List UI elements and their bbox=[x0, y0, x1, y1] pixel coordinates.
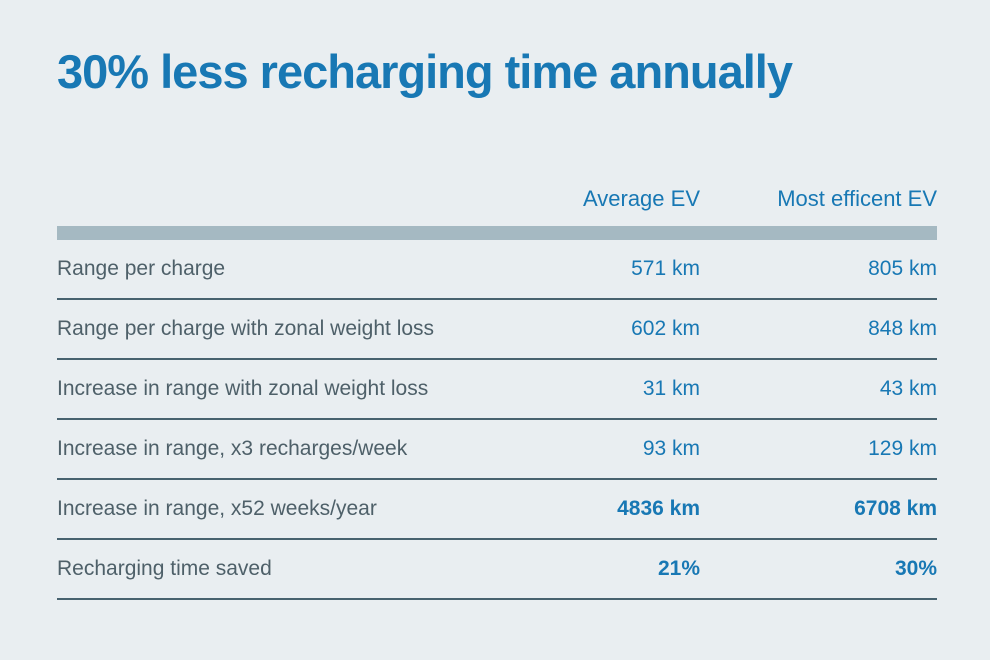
table-row: Range per charge with zonal weight loss … bbox=[57, 300, 937, 361]
table-row: Increase in range, x52 weeks/year 4836 k… bbox=[57, 480, 937, 541]
most-efficent-ev-value: 129 km bbox=[868, 437, 937, 461]
average-ev-value: 21% bbox=[657, 557, 700, 581]
column-header-most-efficent-ev: Most efficent EV bbox=[777, 186, 937, 212]
row-label: Increase in range with zonal weight loss bbox=[57, 377, 429, 401]
average-ev-value: 602 km bbox=[631, 317, 700, 341]
row-label: Increase in range, x52 weeks/year bbox=[57, 497, 377, 521]
average-ev-value: 4836 km bbox=[617, 497, 700, 521]
most-efficent-ev-value: 43 km bbox=[879, 377, 937, 401]
ev-comparison-table: Average EV Most efficent EV Range per ch… bbox=[57, 185, 937, 601]
column-header-average-ev: Average EV bbox=[582, 186, 700, 212]
row-label: Increase in range, x3 recharges/week bbox=[57, 437, 408, 461]
average-ev-value: 31 km bbox=[642, 377, 700, 401]
table-row: Range per charge 571 km 805 km bbox=[57, 240, 937, 301]
most-efficent-ev-value: 30% bbox=[894, 557, 937, 581]
table-row: Recharging time saved 21% 30% bbox=[57, 540, 937, 601]
row-label: Range per charge bbox=[57, 257, 226, 281]
row-label: Recharging time saved bbox=[57, 557, 272, 581]
most-efficent-ev-value: 6708 km bbox=[854, 497, 937, 521]
table-header-row: Average EV Most efficent EV bbox=[57, 185, 937, 213]
table-row: Increase in range with zonal weight loss… bbox=[57, 360, 937, 421]
row-label: Range per charge with zonal weight loss bbox=[57, 317, 435, 341]
average-ev-value: 571 km bbox=[631, 257, 700, 281]
most-efficent-ev-value: 805 km bbox=[868, 257, 937, 281]
average-ev-value: 93 km bbox=[642, 437, 700, 461]
most-efficent-ev-value: 848 km bbox=[868, 317, 937, 341]
page-title: 30% less recharging time annually bbox=[57, 45, 793, 98]
table-row: Increase in range, x3 recharges/week 93 … bbox=[57, 420, 937, 481]
header-divider-bar bbox=[57, 226, 937, 241]
